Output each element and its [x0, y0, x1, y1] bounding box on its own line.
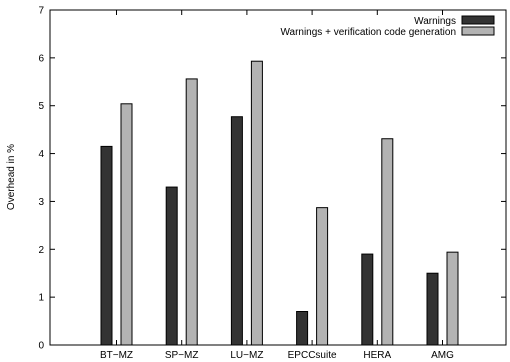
y-tick-label: 6: [38, 53, 44, 64]
x-tick-label: SP−MZ: [165, 350, 199, 361]
bar-warnings-5: [426, 272, 439, 346]
legend-label: Warnings: [414, 16, 456, 27]
x-tick-label: LU−MZ: [230, 350, 263, 361]
bar-warnings-3: [296, 311, 309, 346]
y-tick-label: 1: [38, 293, 44, 304]
y-tick-label: 4: [38, 149, 44, 160]
bar-warnings-0: [100, 145, 113, 346]
legend-swatch: [461, 15, 495, 25]
bar-warnings-4: [361, 253, 374, 346]
legend-label: Warnings + verification code generation: [280, 27, 456, 38]
bar-warnings-verification-3: [316, 207, 329, 346]
bar-warnings-1: [165, 186, 178, 346]
y-tick-label: 0: [38, 341, 44, 352]
bar-warnings-verification-5: [446, 251, 459, 346]
legend-swatch: [461, 26, 495, 36]
bar-warnings-verification-2: [250, 60, 263, 346]
y-tick-label: 7: [38, 6, 44, 17]
x-tick-label: HERA: [363, 350, 391, 361]
x-tick-label: BT−MZ: [100, 350, 133, 361]
x-tick-label: AMG: [431, 350, 454, 361]
y-tick-label: 3: [38, 197, 44, 208]
y-tick-label: 2: [38, 245, 44, 256]
bar-warnings-2: [230, 116, 243, 346]
bar-warnings-verification-0: [120, 103, 133, 346]
x-tick-label: EPCCsuite: [288, 350, 337, 361]
plot-area: 0 1 2 3 4 5 6 7 BT−MZ SP−MZ LU−MZ EPCCsuite HERA AMG: [38, 6, 507, 361]
y-axis-label: Overhead in %: [6, 144, 17, 210]
bar-warnings-verification-4: [381, 138, 394, 346]
plot-frame: [49, 9, 507, 346]
bar-warnings-verification-1: [185, 78, 198, 346]
y-tick-label: 5: [38, 101, 44, 112]
